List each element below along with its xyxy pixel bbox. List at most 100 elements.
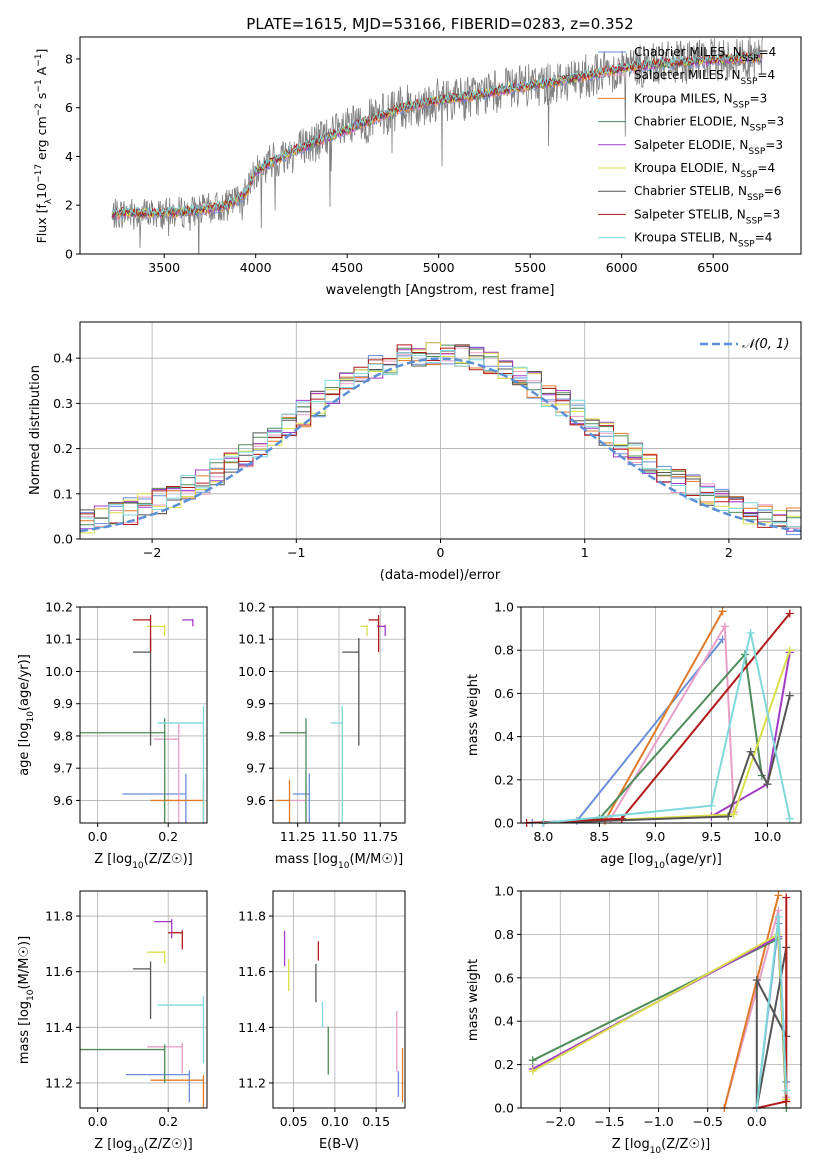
y-tick-label: 11.4 — [238, 1020, 266, 1035]
y-tick-label: 0.4 — [494, 729, 514, 744]
mass-weight-marker — [707, 801, 716, 810]
y-tick-label: 9.9 — [246, 696, 266, 711]
errorbar-point — [125, 1070, 191, 1103]
mass-vs-Z-axes — [76, 891, 207, 1112]
errorbar-point — [80, 718, 166, 823]
mass-weight-marker — [720, 622, 729, 631]
legend-entry: Chabrier MILES, NSSP=4 — [634, 45, 776, 64]
y-tick-label: 2 — [65, 198, 73, 213]
residuals-axes — [76, 322, 801, 543]
y-tick-label: 11.6 — [45, 964, 73, 979]
x-tick-label: −2.0 — [545, 1114, 575, 1129]
y-tick-label: 9.7 — [53, 761, 73, 776]
x-tick-label: −1.5 — [594, 1114, 624, 1129]
y-tick-label: 10.1 — [238, 632, 266, 647]
massweight-vs-age-axes — [517, 606, 801, 827]
spectrum-model-8 — [111, 50, 763, 217]
x-tick-label: −1.0 — [643, 1114, 673, 1129]
x-tick-label: 8.0 — [533, 829, 553, 844]
y-tick-label: 9.8 — [53, 728, 73, 743]
y-tick-label: 0.2 — [494, 1057, 514, 1072]
x-tick-label: 3500 — [148, 260, 180, 275]
errorbar-point — [276, 779, 291, 823]
errorbar-point — [154, 722, 180, 823]
x-tick-label: 1 — [581, 545, 589, 560]
normal-curve — [80, 357, 801, 533]
y-tick-label: 1.0 — [494, 884, 514, 899]
legend-entry: Salpeter MILES, NSSP=4 — [634, 68, 775, 87]
legend-entry: Kroupa ELODIE, NSSP=4 — [634, 161, 775, 180]
y-tick-label: 0.0 — [494, 1101, 514, 1116]
y-axis-label: age [log10(age/yr)] — [17, 654, 36, 776]
mass-weight-marker — [718, 607, 727, 616]
y-tick-label: 11.2 — [238, 1075, 266, 1090]
y-axis-label: mass weight — [466, 959, 481, 1041]
x-tick-label: 11.25 — [280, 829, 316, 844]
mass-weight-marker — [774, 913, 783, 922]
errorbar-point — [132, 961, 152, 1019]
mass-weight-marker — [782, 893, 791, 902]
axes-frame — [272, 606, 406, 824]
y-tick-label: 4 — [65, 149, 73, 164]
axes-frame — [79, 890, 208, 1109]
x-tick-label: 10.0 — [753, 829, 781, 844]
x-axis-label: age [log10(age/yr)] — [600, 852, 722, 871]
x-tick-label: 0.10 — [321, 1114, 349, 1129]
y-tick-label: 9.9 — [53, 696, 73, 711]
mass-weight-marker — [774, 891, 783, 900]
mass-vs-ebv-axes — [269, 891, 405, 1112]
x-axis-label: (data-model)/error — [380, 568, 501, 583]
errorbar-point — [157, 706, 205, 823]
legend-entry: Kroupa MILES, NSSP=3 — [634, 91, 767, 110]
errorbar-point — [279, 718, 307, 823]
mass-weight-line — [723, 895, 780, 1108]
mass-weight-marker — [724, 812, 733, 821]
x-tick-label: 0.0 — [88, 1114, 108, 1129]
errorbar-point — [80, 1044, 166, 1083]
x-tick-label: 4000 — [240, 260, 272, 275]
y-tick-label: 0 — [65, 247, 73, 262]
mass-weight-line — [543, 652, 791, 823]
y-tick-label: 9.7 — [246, 761, 266, 776]
x-tick-label: 0.2 — [158, 829, 178, 844]
mass-weight-marker — [785, 609, 794, 618]
mass-weight-marker — [729, 810, 738, 819]
y-axis-label: Flux [fλ10−17 erg cm−2 s−1 A−1] — [34, 49, 54, 244]
x-axis-label: Z [log10(Z/Z☉)] — [94, 852, 192, 871]
errorbar-point — [150, 1075, 205, 1108]
x-tick-label: 0 — [437, 545, 445, 560]
errorbar-point — [122, 773, 187, 823]
y-tick-label: 0.8 — [494, 643, 514, 658]
errorbar-point — [157, 996, 205, 1064]
y-tick-label: 10.2 — [238, 600, 266, 615]
y-tick-label: 0.0 — [494, 816, 514, 831]
mass-weight-marker — [763, 780, 772, 789]
y-tick-label: 0.6 — [494, 686, 514, 701]
legend-entry: Salpeter STELIB, NSSP=3 — [634, 207, 780, 226]
mass-weight-marker — [782, 1097, 791, 1106]
x-tick-label: 0.2 — [158, 1114, 178, 1129]
errorbar-point — [368, 615, 380, 653]
y-tick-label: 10.2 — [45, 600, 73, 615]
x-axis-label: Z [log10(Z/Z☉)] — [612, 1137, 710, 1156]
x-tick-label: 0.0 — [747, 1114, 767, 1129]
mass-weight-marker — [785, 691, 794, 700]
y-tick-label: 11.6 — [238, 964, 266, 979]
errorbar-point — [330, 706, 343, 823]
y-tick-label: 9.6 — [53, 793, 73, 808]
legend-entry: 𝒩(0, 1) — [742, 337, 789, 352]
legend-entry: Kroupa STELIB, NSSP=4 — [634, 231, 772, 250]
x-tick-label: 8.5 — [589, 829, 609, 844]
mass-weight-marker — [528, 1067, 537, 1076]
errorbar-point — [147, 624, 166, 637]
axes-frame — [79, 36, 802, 255]
spectrum-data — [111, 37, 763, 254]
y-tick-label: 8 — [65, 51, 73, 66]
x-tick-label: 9.5 — [701, 829, 721, 844]
mass-weight-marker — [746, 747, 755, 756]
y-tick-label: 0.1 — [53, 486, 73, 501]
mass-weight-marker — [785, 814, 794, 823]
y-axis-label: mass weight — [466, 674, 481, 756]
y-tick-label: 0.4 — [53, 351, 73, 366]
